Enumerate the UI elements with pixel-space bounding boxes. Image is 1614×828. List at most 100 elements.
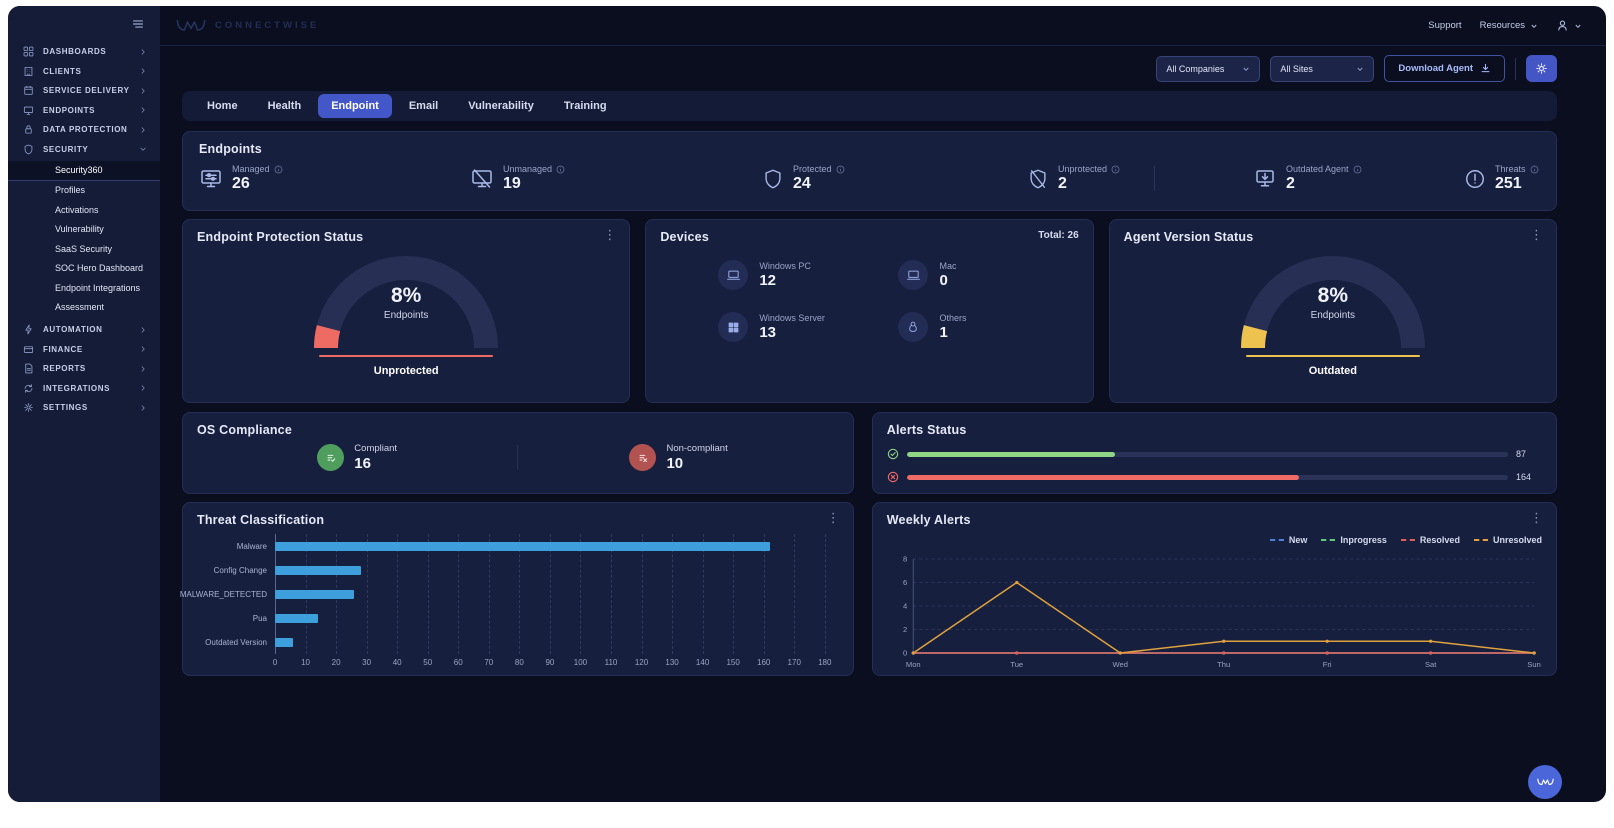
tab-vulnerability[interactable]: Vulnerability: [468, 100, 534, 112]
hamburger-menu-icon[interactable]: [131, 17, 145, 31]
info-icon[interactable]: [1530, 165, 1539, 174]
sidebar-item-service-delivery[interactable]: SERVICE DELIVERY: [8, 81, 160, 101]
sidebar-item-reports[interactable]: REPORTS: [8, 359, 160, 379]
sidebar-subitem-profiles[interactable]: Profiles: [55, 185, 86, 196]
svg-text:Thu: Thu: [1217, 660, 1230, 669]
gridline: [794, 534, 796, 654]
devices-grid: Windows PC 12 Mac 0 Windows Server 13: [660, 260, 1078, 342]
gridline: [733, 534, 735, 654]
top-bar: CONNECTWISE Support Resources: [160, 6, 1606, 46]
legend-item-resolved[interactable]: Resolved: [1400, 535, 1460, 545]
compliance-value: 16: [354, 455, 371, 472]
sidebar-item-security[interactable]: SECURITY: [8, 140, 160, 160]
info-icon[interactable]: [1111, 165, 1120, 174]
sidebar-item-dashboards[interactable]: DASHBOARDS: [8, 42, 160, 62]
sidebar-item-finance[interactable]: FINANCE: [8, 340, 160, 360]
sidebar-subitem-soc-hero-dashboard[interactable]: SOC Hero Dashboard: [55, 263, 144, 274]
gear-icon: [23, 402, 34, 413]
support-link[interactable]: Support: [1428, 20, 1462, 31]
sidebar-subitem-vulnerability[interactable]: Vulnerability: [55, 224, 104, 235]
sidebar-item-data-protection[interactable]: DATA PROTECTION: [8, 120, 160, 140]
device-windows-server: Windows Server 13: [718, 312, 898, 342]
stat-label: Managed: [232, 164, 270, 174]
sidebar-item-integrations[interactable]: INTEGRATIONS: [8, 379, 160, 399]
svg-text:0: 0: [903, 649, 907, 658]
user-icon: [1556, 19, 1569, 32]
bar-category-label: Outdated Version: [205, 637, 267, 647]
gauge-unit: Endpoints: [1310, 310, 1356, 321]
legend-item-new[interactable]: New: [1269, 535, 1308, 545]
sidebar-subitem-saas-security[interactable]: SaaS Security: [55, 243, 113, 254]
managed-endpoints-icon: [199, 167, 223, 191]
chevron-right-icon: [139, 48, 147, 56]
sidebar-subitem-security360[interactable]: Security360: [8, 161, 160, 181]
kebab-menu-icon[interactable]: ⋮: [1529, 510, 1543, 525]
chevron-right-icon: [139, 106, 147, 114]
kebab-menu-icon[interactable]: ⋮: [1530, 227, 1543, 242]
chevron-right-icon: [139, 67, 147, 75]
shield-icon: [23, 144, 34, 155]
bar-category-label: MALWARE_DETECTED: [179, 589, 267, 599]
legend-item-unresolved[interactable]: Unresolved: [1473, 535, 1542, 545]
tab-training[interactable]: Training: [563, 100, 607, 112]
agent-version-gauge: 8% Endpoints Outdated: [1124, 248, 1542, 377]
tab-email[interactable]: Email: [408, 100, 439, 112]
chevron-down-icon: [1574, 22, 1582, 30]
companies-select[interactable]: All Companies: [1156, 55, 1261, 82]
sites-select[interactable]: All Sites: [1270, 55, 1375, 82]
gridline: [763, 534, 765, 654]
companies-select-value: All Companies: [1166, 63, 1225, 74]
legend-item-inprogress[interactable]: Inprogress: [1321, 535, 1387, 545]
x-axis-tick: 30: [362, 658, 372, 667]
info-icon[interactable]: [556, 165, 565, 174]
sidebar-item-label: CLIENTS: [43, 66, 82, 76]
chevron-down-icon: [1356, 65, 1364, 73]
sidebar-item-label: DASHBOARDS: [43, 47, 107, 57]
sidebar-item-automation[interactable]: AUTOMATION: [8, 320, 160, 340]
agent-settings-button[interactable]: [1526, 55, 1557, 82]
data-point-unresolved: [1325, 639, 1329, 643]
data-point-unresolved: [1221, 639, 1226, 643]
gridline: [672, 534, 674, 654]
connectwise-assistant-fab[interactable]: [1528, 765, 1562, 799]
kebab-menu-icon[interactable]: ⋮: [603, 227, 617, 242]
device-value: 12: [759, 272, 777, 289]
info-icon[interactable]: [836, 165, 845, 174]
compliance-label: Non-compliant: [666, 443, 728, 454]
stat-value: 24: [793, 175, 811, 192]
legend-label: Resolved: [1419, 535, 1460, 545]
sidebar: DASHBOARDS CLIENTS SERVICE DELIVERY ENDPOIN…: [8, 6, 160, 802]
sidebar-subitem-activations[interactable]: Activations: [55, 204, 99, 215]
gridline: [427, 534, 429, 654]
endpoint-protection-status-card: Endpoint Protection Status ⋮ 8% Endpoint…: [182, 219, 631, 403]
stat-label: Unmanaged: [503, 164, 553, 174]
chevron-down-icon: [1530, 22, 1538, 30]
tab-home[interactable]: Home: [207, 100, 238, 112]
alert-count: 87: [1515, 449, 1526, 459]
sidebar-subitem-endpoint-integrations[interactable]: Endpoint Integrations: [55, 282, 141, 293]
legend-label: New: [1288, 535, 1308, 545]
progress-fill: [906, 451, 1116, 457]
device-mac: Mac 0: [898, 260, 1078, 290]
threats-alert-icon: [1464, 168, 1486, 190]
kebab-menu-icon[interactable]: ⋮: [826, 510, 840, 525]
resources-link[interactable]: Resources: [1480, 20, 1538, 31]
device-value: 0: [939, 272, 948, 289]
sidebar-item-endpoints[interactable]: ENDPOINTS: [8, 101, 160, 121]
sidebar-item-clients[interactable]: CLIENTS: [8, 62, 160, 82]
chevron-right-icon: [139, 384, 147, 392]
info-icon[interactable]: [1353, 165, 1362, 174]
download-agent-button[interactable]: Download Agent: [1384, 55, 1505, 82]
sidebar-item-settings[interactable]: SETTINGS: [8, 398, 160, 418]
chevron-right-icon: [139, 365, 147, 373]
tab-endpoint[interactable]: Endpoint: [318, 94, 392, 118]
tab-health[interactable]: Health: [267, 100, 302, 112]
x-axis-tick: 90: [545, 658, 555, 667]
resources-label: Resources: [1479, 20, 1525, 31]
user-menu[interactable]: [1556, 19, 1582, 32]
monitor-icon: [23, 105, 34, 116]
sidebar-subitem-assessment[interactable]: Assessment: [55, 302, 105, 313]
gridline: [458, 534, 460, 654]
info-icon[interactable]: [274, 165, 283, 174]
x-axis-tick: 110: [604, 658, 618, 667]
